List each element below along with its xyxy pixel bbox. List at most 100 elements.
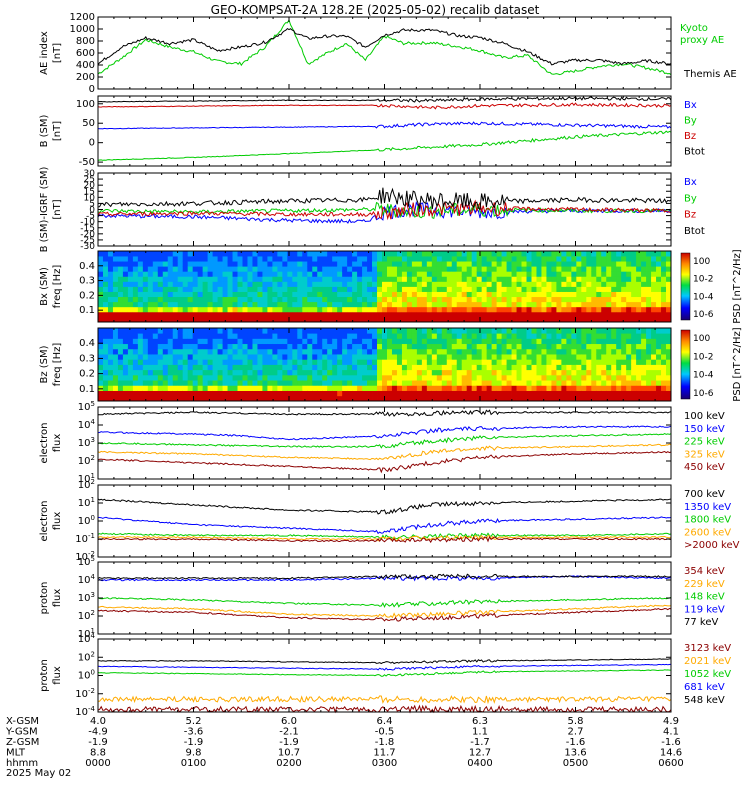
psd-cell	[501, 369, 507, 376]
psd-cell	[172, 276, 179, 282]
psd-cell	[526, 301, 532, 308]
legend-label: 150 keV	[684, 424, 725, 435]
psd-cell	[421, 348, 428, 355]
psd-cell	[242, 374, 248, 381]
psd-cell	[501, 261, 507, 267]
psd-cell	[566, 251, 572, 257]
psd-cell	[102, 306, 109, 313]
psd-cell	[616, 251, 622, 257]
psd-cell	[391, 328, 398, 334]
psd-cell	[596, 380, 602, 386]
psd-cell	[112, 281, 119, 287]
ephemeris-value: 10.7	[278, 748, 300, 759]
psd-cell	[471, 311, 478, 318]
psd-cell	[386, 291, 393, 298]
psd-cell	[202, 286, 209, 292]
psd-cell	[222, 328, 228, 334]
psd-cell	[536, 271, 542, 277]
psd-cell	[406, 261, 413, 267]
psd-cell	[297, 374, 303, 381]
ephemeris-value: 8.8	[90, 748, 106, 759]
psd-cell	[601, 276, 607, 282]
psd-cell	[596, 364, 602, 371]
psd-cell	[411, 316, 418, 323]
psd-cell	[102, 328, 109, 334]
psd-cell	[461, 359, 468, 365]
psd-cell	[521, 348, 527, 355]
psd-cell	[247, 291, 253, 298]
psd-cell	[267, 354, 273, 360]
psd-cell	[431, 286, 438, 292]
psd-cell	[322, 311, 328, 318]
psd-cell	[586, 271, 592, 277]
psd-cell	[391, 281, 398, 287]
psd-cell	[337, 256, 343, 262]
psd-cell	[446, 390, 453, 397]
psd-cell	[466, 296, 473, 303]
psd-cell	[436, 328, 443, 334]
psd-cell	[496, 354, 502, 360]
psd-cell	[451, 348, 458, 355]
psd-cell	[606, 286, 612, 292]
psd-cell	[431, 348, 438, 355]
psd-cell	[367, 343, 373, 350]
psd-cell	[342, 395, 348, 402]
psd-cell	[172, 271, 179, 277]
psd-cell	[147, 316, 154, 323]
psd-cell	[167, 359, 174, 365]
psd-cell	[651, 395, 657, 402]
psd-cell	[551, 364, 557, 371]
psd-cell	[197, 296, 204, 303]
psd-cell	[307, 369, 313, 376]
psd-cell	[272, 301, 278, 308]
psd-cell	[481, 369, 488, 376]
psd-cell	[372, 261, 378, 267]
psd-cell	[546, 276, 552, 282]
psd-cell	[132, 301, 139, 308]
psd-cell	[382, 301, 388, 308]
psd-cell	[471, 354, 478, 360]
psd-cell	[337, 291, 343, 298]
psd-cell	[202, 316, 209, 323]
psd-cell	[446, 266, 453, 272]
psd-cell	[212, 354, 218, 360]
psd-cell	[601, 301, 607, 308]
psd-cell	[506, 256, 512, 262]
psd-cell	[247, 369, 253, 376]
psd-cell	[202, 306, 209, 313]
psd-cell	[586, 291, 592, 298]
psd-cell	[367, 395, 373, 402]
psd-cell	[262, 385, 268, 391]
psd-cell	[142, 291, 149, 298]
psd-cell	[386, 395, 393, 402]
psd-cell	[122, 374, 129, 381]
psd-cell	[551, 333, 557, 339]
psd-cell	[242, 291, 248, 298]
psd-cell	[297, 395, 303, 402]
psd-cell	[102, 251, 109, 257]
legend-label: Themis AE	[683, 69, 737, 80]
psd-cell	[641, 271, 647, 277]
psd-cell	[207, 266, 213, 272]
psd-cell	[466, 348, 473, 355]
psd-cell	[142, 276, 149, 282]
psd-cell	[406, 380, 413, 386]
psd-cell	[212, 301, 218, 308]
psd-cell	[461, 364, 468, 371]
psd-cell	[357, 281, 363, 287]
psd-cell	[411, 271, 418, 277]
psd-cell	[526, 385, 532, 391]
psd-cell	[651, 374, 657, 381]
psd-cell	[197, 338, 204, 345]
psd-cell	[466, 359, 473, 365]
y-tick-label: 105	[78, 400, 95, 413]
psd-cell	[247, 348, 253, 355]
psd-cell	[202, 343, 209, 350]
psd-cell	[282, 296, 288, 303]
legend-label: >2000 keV	[684, 540, 740, 551]
psd-cell	[177, 296, 184, 303]
psd-cell	[451, 380, 458, 386]
psd-cell	[357, 338, 363, 345]
psd-cell	[382, 354, 388, 360]
